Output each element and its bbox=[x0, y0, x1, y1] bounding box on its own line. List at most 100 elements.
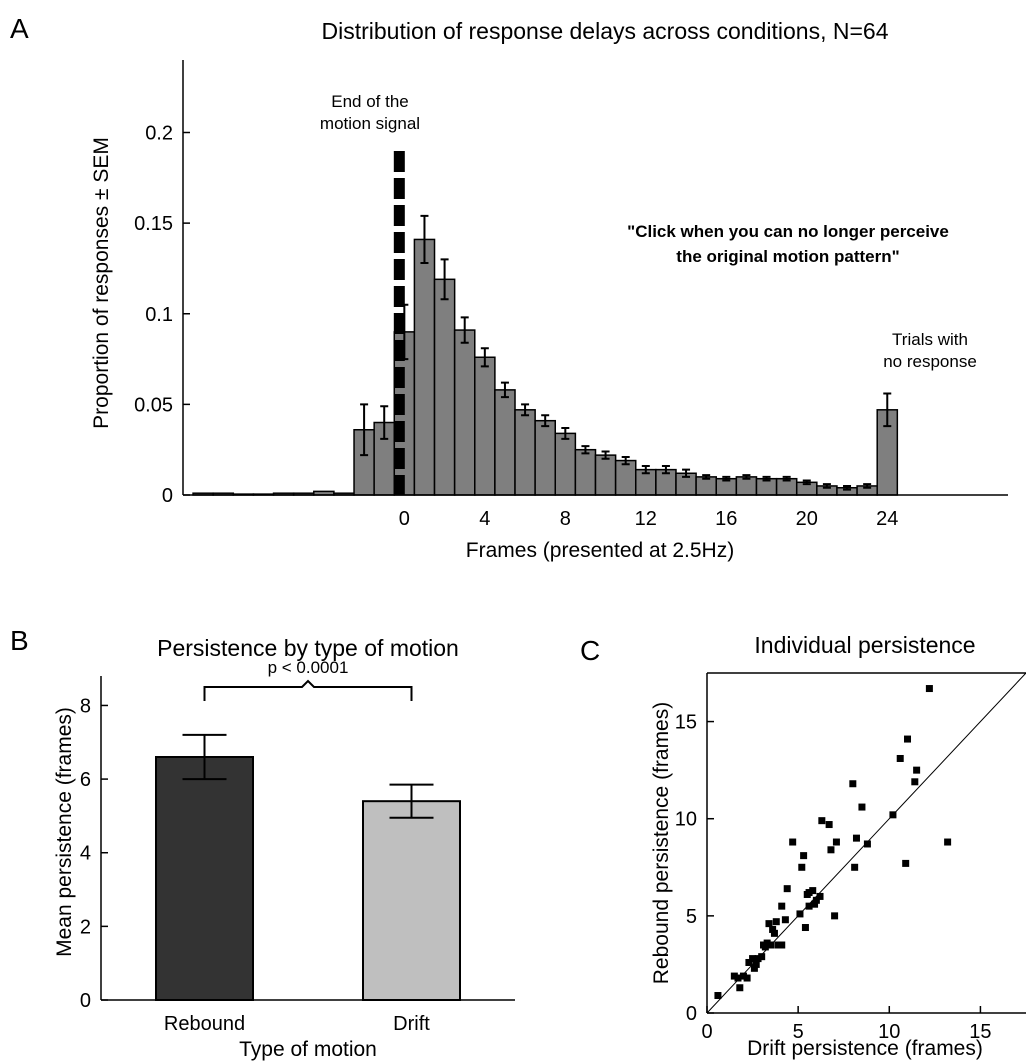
error-bar bbox=[380, 405, 389, 440]
scatter-point bbox=[825, 821, 833, 829]
scatter-point bbox=[750, 964, 758, 972]
error-bar bbox=[460, 316, 469, 344]
panel-a: A Distribution of response delays across… bbox=[10, 13, 1008, 562]
error-bar bbox=[500, 381, 509, 399]
scatter-point bbox=[851, 863, 859, 871]
mean-bar bbox=[362, 800, 461, 1001]
x-tick-label: 0 bbox=[701, 1021, 712, 1043]
panel-b: B Persistence by type of motion 0 2 4 6 8 Re… bbox=[10, 625, 515, 1061]
error-bar bbox=[360, 403, 369, 457]
scatter-point bbox=[783, 885, 791, 893]
y-tick-label: 0 bbox=[80, 990, 91, 1012]
x-tick-label: 10 bbox=[878, 1021, 900, 1043]
error-bar bbox=[541, 414, 550, 428]
panel-b-title: Persistence by type of motion bbox=[157, 635, 459, 661]
panel-a-x-label: Frames (presented at 2.5Hz) bbox=[466, 539, 734, 562]
no-response-label-line-2: no response bbox=[883, 352, 977, 371]
panel-a-y-label: Proportion of responses ± SEM bbox=[90, 137, 113, 429]
y-tick-label: 15 bbox=[675, 712, 697, 734]
scatter-point bbox=[767, 941, 775, 949]
mean-bar bbox=[155, 756, 254, 1001]
histogram-bar bbox=[614, 459, 637, 496]
error-bar bbox=[661, 465, 670, 475]
error-bar bbox=[561, 426, 570, 440]
panel-c-x-label: Drift persistence (frames) bbox=[747, 1037, 983, 1060]
no-response-label-line-1: Trials with bbox=[892, 330, 968, 349]
error-bar bbox=[682, 468, 691, 478]
histogram-bar bbox=[574, 448, 597, 496]
error-bar bbox=[521, 403, 530, 417]
panel-letter-b: B bbox=[10, 625, 29, 656]
x-tick-label: 12 bbox=[635, 508, 657, 530]
histogram-bar bbox=[514, 409, 536, 496]
error-bar bbox=[863, 483, 872, 489]
x-tick-label: 8 bbox=[560, 508, 571, 530]
end-of-motion-label-line-2: motion signal bbox=[320, 114, 420, 133]
scatter-point bbox=[816, 892, 824, 900]
panel-b-x-label: Type of motion bbox=[239, 1038, 377, 1061]
scatter-point bbox=[925, 685, 933, 693]
significance-label: p < 0.0001 bbox=[268, 658, 349, 677]
x-tick-label: 4 bbox=[479, 508, 490, 530]
scatter-point bbox=[801, 924, 809, 932]
scatter-point bbox=[798, 863, 806, 871]
scatter-point bbox=[811, 900, 819, 908]
error-bar bbox=[440, 258, 449, 301]
scatter-point bbox=[763, 939, 771, 947]
scatter-point bbox=[805, 902, 813, 910]
scatter-point bbox=[832, 838, 840, 846]
panel-c-title: Individual persistence bbox=[754, 632, 975, 658]
scatter-point bbox=[827, 846, 835, 854]
x-tick-label: 24 bbox=[876, 508, 898, 530]
scatter-point bbox=[789, 838, 797, 846]
scatter-point bbox=[781, 916, 789, 924]
scatter-point bbox=[889, 811, 897, 819]
y-tick-label: 4 bbox=[80, 843, 91, 865]
scatter-point bbox=[778, 941, 786, 949]
scatter-point bbox=[831, 912, 839, 920]
panel-c: C Individual persistence 0 5 10 15 0 5 10 15 D… bbox=[580, 632, 1026, 1060]
scatter-point bbox=[774, 941, 782, 949]
y-tick-label: 10 bbox=[675, 809, 697, 831]
scatter-point bbox=[812, 896, 820, 904]
x-tick-label: 15 bbox=[969, 1021, 991, 1043]
scatter-point bbox=[911, 778, 919, 786]
y-tick-label: 0 bbox=[686, 1003, 697, 1025]
histogram-bar bbox=[494, 389, 516, 496]
histogram-bar bbox=[474, 356, 496, 496]
panel-a-title: Distribution of response delays across c… bbox=[322, 18, 889, 44]
error-bar bbox=[581, 445, 590, 455]
panel-b-y-label: Mean persistence (frames) bbox=[53, 707, 76, 957]
scatter-point bbox=[758, 953, 766, 961]
scatter-point bbox=[754, 955, 762, 963]
scatter-point bbox=[745, 958, 753, 966]
scatter-point bbox=[765, 920, 773, 928]
histogram-bar bbox=[554, 432, 577, 496]
scatter-point bbox=[809, 887, 817, 895]
scatter-point bbox=[800, 852, 808, 860]
scatter-point bbox=[858, 803, 866, 811]
scatter-point bbox=[749, 955, 757, 963]
scatter-point bbox=[770, 929, 778, 937]
error-bar bbox=[883, 392, 892, 428]
scatter-point bbox=[730, 972, 738, 980]
scatter-point bbox=[805, 889, 813, 897]
scatter-point bbox=[896, 754, 904, 762]
error-bar bbox=[480, 347, 489, 368]
histogram-bar bbox=[453, 329, 476, 496]
histogram-bar bbox=[433, 278, 456, 496]
scatter-point bbox=[734, 974, 742, 982]
x-tick-label: 0 bbox=[399, 508, 410, 530]
end-of-motion-label-line-1: End of the bbox=[331, 92, 409, 111]
error-bar bbox=[843, 484, 852, 491]
panel-letter-c: C bbox=[580, 635, 600, 666]
scatter-point bbox=[743, 974, 751, 982]
error-bar bbox=[802, 479, 811, 486]
y-tick-label: 0.2 bbox=[145, 123, 173, 145]
error-bar bbox=[182, 733, 227, 781]
error-bar bbox=[420, 214, 429, 264]
y-tick-label: 0.15 bbox=[134, 213, 173, 235]
histogram-bar bbox=[413, 238, 436, 496]
panel-letter-a: A bbox=[10, 13, 29, 44]
error-bar bbox=[782, 475, 791, 482]
